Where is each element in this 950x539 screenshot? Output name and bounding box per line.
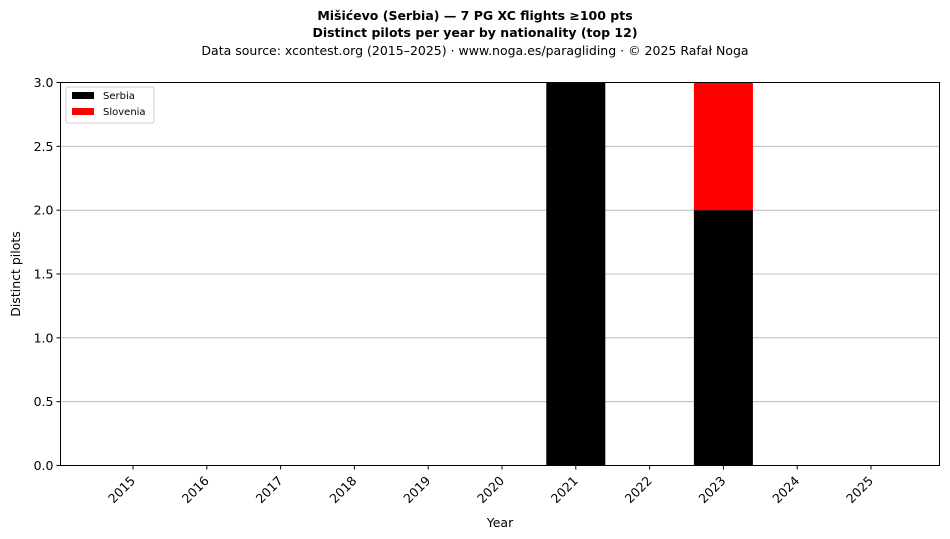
- bar-serbia-2021: [546, 82, 606, 466]
- x-tick-label: 2023: [695, 473, 728, 506]
- legend: Serbia Slovenia: [65, 86, 155, 124]
- bar-slovenia-2023: [693, 82, 753, 211]
- legend-label-slovenia: Slovenia: [103, 107, 146, 118]
- y-tick-label: 2.0: [34, 203, 54, 218]
- y-tick-label: 1.0: [34, 330, 54, 345]
- grid-lines: [60, 82, 940, 466]
- bar-serbia-2023: [693, 210, 753, 466]
- legend-label-serbia: Serbia: [103, 91, 135, 102]
- x-tick-label: 2021: [548, 473, 581, 506]
- y-tick-label: 1.5: [34, 267, 54, 282]
- x-tick-label: 2015: [105, 473, 138, 506]
- x-tick-label: 2019: [400, 473, 433, 506]
- chart-source: Data source: xcontest.org (2015–2025) · …: [201, 43, 749, 58]
- y-tick-label: 2.5: [34, 139, 54, 154]
- bars: [546, 82, 753, 466]
- x-tick-label: 2016: [179, 473, 212, 506]
- y-axis-label: Distinct pilots: [8, 231, 23, 317]
- x-axis: 2015 2016 2017 2018 2019 2020 2021 2022 2023 2024…: [105, 465, 876, 506]
- y-axis: 0.0 0.5 1.0 1.5 2.0 2.5 3.0: [34, 75, 61, 473]
- x-tick-label: 2022: [622, 473, 655, 506]
- legend-swatch-slovenia: [72, 108, 94, 115]
- x-tick-label: 2024: [769, 473, 802, 506]
- chart-title: Mišićevo (Serbia) — 7 PG XC flights ≥100…: [317, 8, 633, 23]
- x-tick-label: 2017: [253, 473, 286, 506]
- legend-swatch-serbia: [72, 92, 94, 99]
- x-tick-label: 2025: [843, 473, 876, 506]
- y-tick-label: 3.0: [34, 75, 54, 90]
- x-tick-label: 2018: [326, 473, 359, 506]
- y-tick-label: 0.0: [34, 458, 54, 473]
- y-tick-label: 0.5: [34, 394, 54, 409]
- chart-subtitle: Distinct pilots per year by nationality …: [312, 25, 638, 40]
- x-axis-label: Year: [486, 515, 514, 530]
- x-tick-label: 2020: [474, 473, 507, 506]
